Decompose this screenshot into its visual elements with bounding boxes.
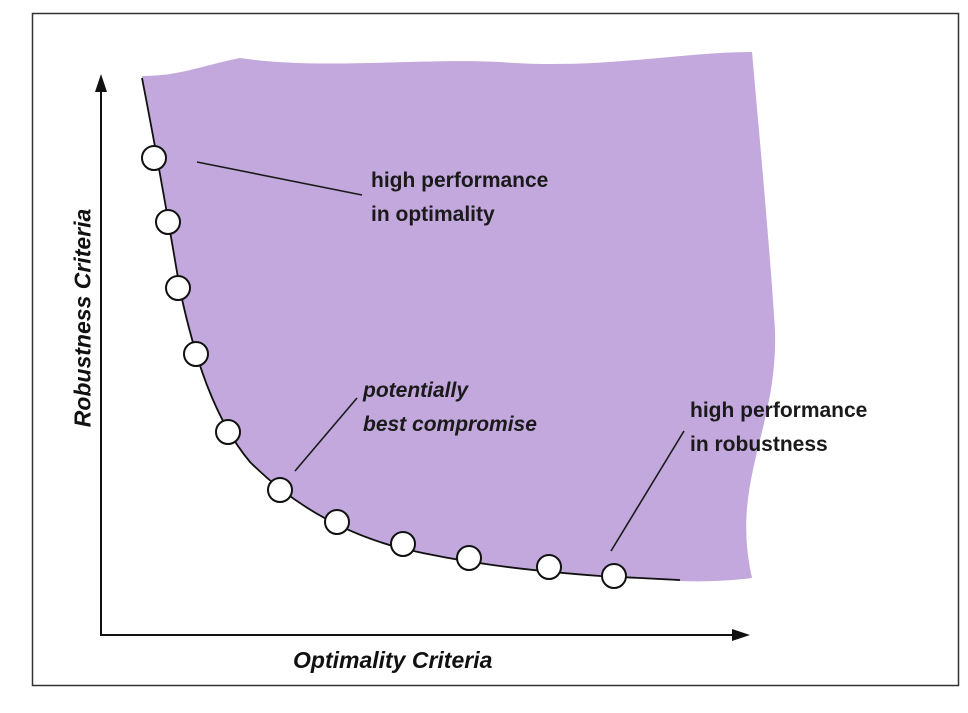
annotation-line: best compromise <box>363 413 537 436</box>
pareto-point <box>324 509 350 535</box>
pareto-point <box>267 477 293 503</box>
pareto-point <box>390 531 416 557</box>
annotation-best-compromise: potentially best compromise <box>363 374 537 442</box>
pareto-point <box>155 209 181 235</box>
pareto-point <box>456 545 482 571</box>
pareto-point <box>215 419 241 445</box>
x-axis-arrowhead <box>732 629 750 641</box>
annotation-high-performance-robustness: high performance in robustness <box>690 394 867 462</box>
pareto-points <box>141 145 627 589</box>
leader-line-robustness <box>610 430 685 552</box>
y-axis-title: Robustness Criteria <box>69 208 96 428</box>
leader-line-optimality <box>196 161 363 196</box>
axes <box>95 74 750 641</box>
leader-lines <box>196 161 685 552</box>
annotation-line: in robustness <box>690 433 828 456</box>
pareto-point <box>536 554 562 580</box>
feasible-region <box>142 52 776 582</box>
annotation-line: potentially <box>363 379 469 402</box>
x-axis-title: Optimality Criteria <box>293 647 493 673</box>
pareto-point <box>141 145 167 171</box>
leader-line-compromise <box>294 397 358 472</box>
y-axis-arrowhead <box>95 74 107 92</box>
pareto-point <box>601 563 627 589</box>
pareto-point <box>165 275 191 301</box>
annotation-line: high performance <box>371 169 549 192</box>
outer-frame <box>31 12 960 687</box>
annotation-line: high performance <box>690 399 868 422</box>
pareto-point <box>183 341 209 367</box>
annotation-line: in optimality <box>371 203 495 226</box>
annotation-high-performance-optimality: high performance in optimality <box>371 164 548 232</box>
